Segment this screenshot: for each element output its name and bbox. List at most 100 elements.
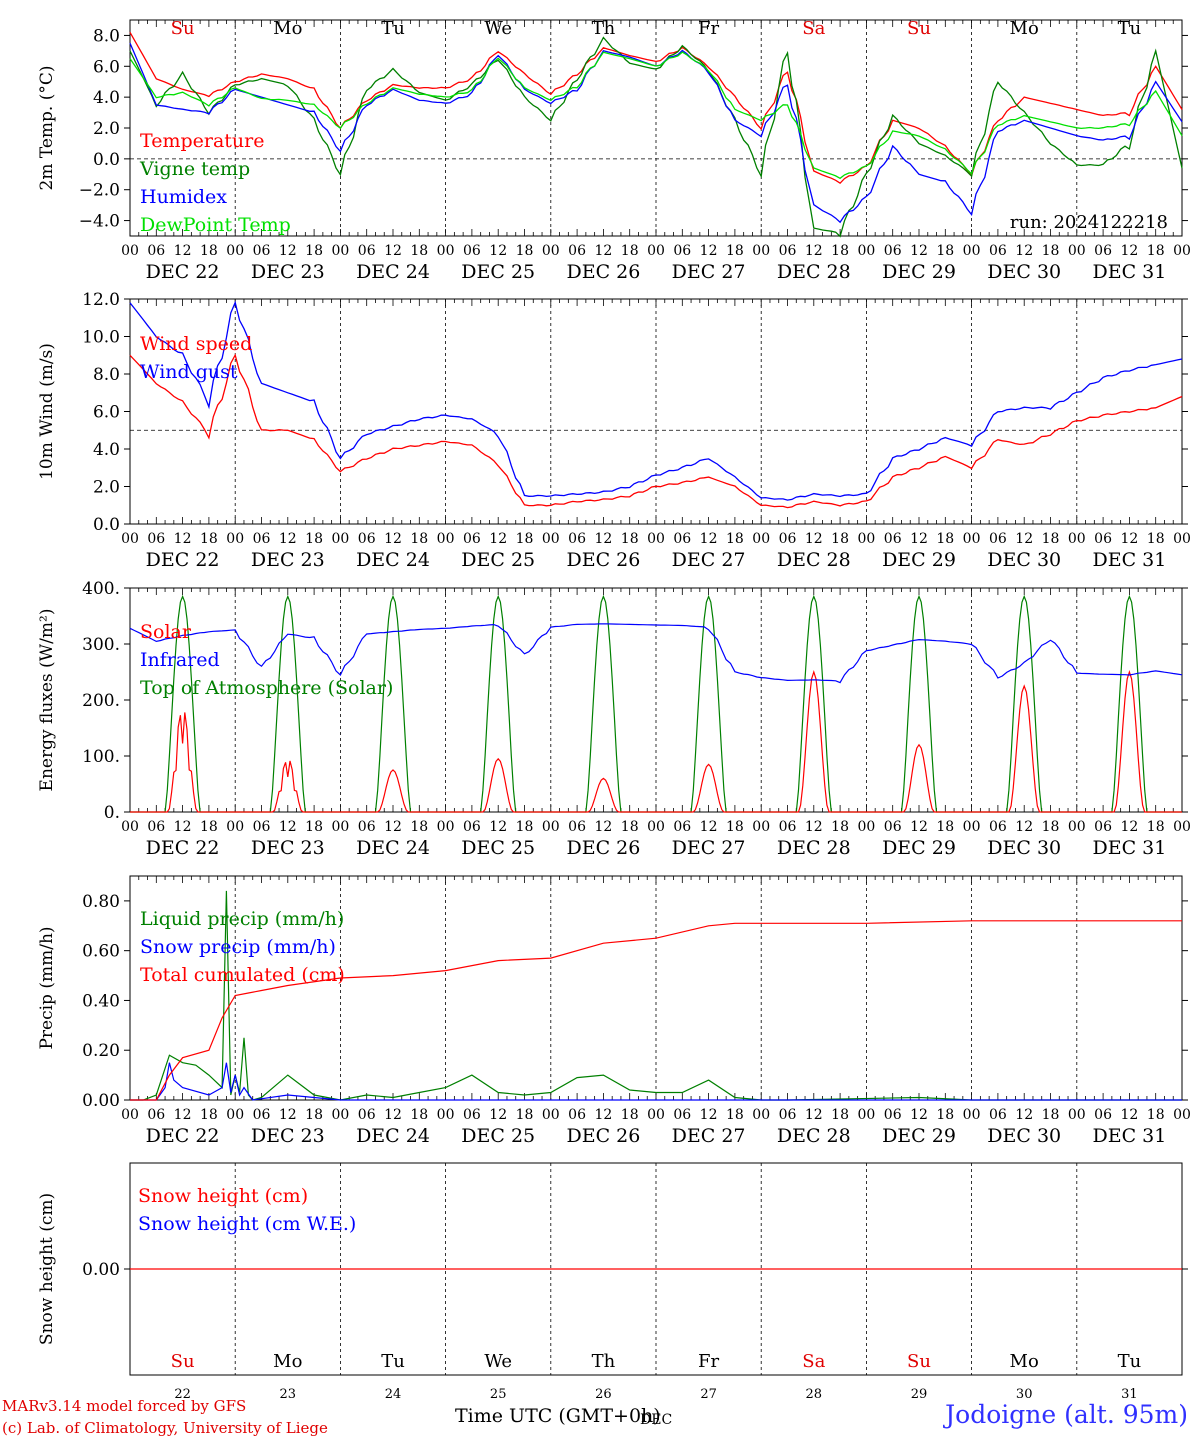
- panel1-x-hour-label: 12: [594, 243, 612, 259]
- panel1-x-hour-label: 06: [989, 243, 1007, 259]
- panel2-x-hour-label: 06: [358, 531, 376, 547]
- panel1-y-tick-label: −2.0: [79, 181, 120, 201]
- bottom-day-name: We: [484, 1351, 512, 1372]
- panel3-x-hour-label: 18: [831, 819, 849, 835]
- panel2-x-hour-label: 12: [384, 531, 402, 547]
- panel1-x-hour-label: 12: [489, 243, 507, 259]
- panel4-legend-label: Total cumulated (cm): [140, 964, 345, 986]
- panel3-y-tick-label: 400.: [82, 579, 120, 599]
- panel3-x-hour-label: 00: [437, 819, 455, 835]
- panel4-x-hour-label: 12: [279, 1107, 297, 1123]
- infrared-line: [129, 623, 1183, 684]
- panel3-x-hour-label: 00: [647, 819, 665, 835]
- panel2-x-hour-label: 18: [516, 531, 534, 547]
- bottom-day-number: 29: [911, 1387, 928, 1402]
- panel3-x-hour-label: 00: [1068, 819, 1086, 835]
- top-day-name: Fr: [698, 18, 719, 39]
- panel3-date-label: DEC 31: [1092, 837, 1166, 859]
- panel4-x-hour-label: 06: [568, 1107, 586, 1123]
- panel4-x-hour-label: 18: [305, 1107, 323, 1123]
- bottom-day-name: Sa: [802, 1351, 825, 1372]
- panel1-x-hour-label: 18: [305, 243, 323, 259]
- panel2-x-hour-label: 06: [779, 531, 797, 547]
- panel3-x-hour-label: 12: [1015, 819, 1033, 835]
- panel4-y-axis-label: Precip (mm/h): [37, 926, 57, 1049]
- panel1-legend-label: Temperature: [140, 130, 264, 152]
- panel1-x-hour-label: 18: [621, 243, 639, 259]
- top-day-name: Tu: [1118, 18, 1142, 39]
- panel4-x-hour-label: 18: [1042, 1107, 1060, 1123]
- panel4-legend-label: Snow precip (mm/h): [140, 936, 336, 958]
- bottom-day-name: Su: [171, 1351, 195, 1372]
- bottom-day-name: Su: [907, 1351, 931, 1372]
- panel1-x-hour-label: 18: [410, 243, 428, 259]
- panel4-x-hour-label: 18: [516, 1107, 534, 1123]
- panel2-x-hour-label: 00: [647, 531, 665, 547]
- panel1-x-hour-label: 06: [463, 243, 481, 259]
- bottom-day-number: 24: [385, 1387, 402, 1402]
- panel3-x-hour-label: 00: [857, 819, 875, 835]
- panel4-x-hour-label: 00: [1173, 1107, 1191, 1123]
- panel4-x-hour-label: 06: [779, 1107, 797, 1123]
- panel2-x-hour-label: 18: [1147, 531, 1165, 547]
- panel3-x-hour-label: 00: [121, 819, 139, 835]
- panel4-legend-label: Liquid precip (mm/h): [140, 908, 344, 930]
- panel2-date-label: DEC 26: [566, 549, 640, 571]
- bottom-day-name: Tu: [381, 1351, 405, 1372]
- wind-speed-line: [129, 353, 1183, 509]
- panel2-date-label: DEC 31: [1092, 549, 1166, 571]
- panel1-x-hour-label: 00: [647, 243, 665, 259]
- panel1-y-tick-label: 8.0: [93, 26, 120, 46]
- panel1-legend-label: DewPoint Temp: [140, 214, 291, 236]
- panel4-x-hour-label: 18: [200, 1107, 218, 1123]
- panel1-date-label: DEC 23: [251, 261, 325, 283]
- panel2-y-tick-label: 4.0: [93, 440, 120, 460]
- credit-model: MARv3.14 model forced by GFS: [2, 1397, 247, 1415]
- panel4-x-hour-label: 18: [621, 1107, 639, 1123]
- panel2-x-hour-label: 18: [726, 531, 744, 547]
- top-day-name: Mo: [273, 18, 302, 39]
- panel1-x-hour-label: 12: [1015, 243, 1033, 259]
- panel2-y-tick-label: 8.0: [93, 365, 120, 385]
- panel4-x-hour-label: 00: [331, 1107, 349, 1123]
- panel3-x-hour-label: 12: [910, 819, 928, 835]
- panel1-x-hour-label: 12: [910, 243, 928, 259]
- panel4-x-hour-label: 18: [1147, 1107, 1165, 1123]
- temperature-line: [129, 31, 1183, 185]
- panel4-x-hour-label: 00: [647, 1107, 665, 1123]
- panel3-x-hour-label: 18: [410, 819, 428, 835]
- panel3-x-hour-label: 18: [726, 819, 744, 835]
- panel4-x-hour-label: 00: [963, 1107, 981, 1123]
- panel2-x-hour-label: 00: [857, 531, 875, 547]
- panel3-x-hour-label: 06: [673, 819, 691, 835]
- panel3-x-hour-label: 06: [147, 819, 165, 835]
- panel1-x-hour-label: 00: [1173, 243, 1191, 259]
- panel2-date-label: DEC 23: [251, 549, 325, 571]
- panel3-x-hour-label: 18: [200, 819, 218, 835]
- bottom-day-number: 30: [1016, 1387, 1033, 1402]
- panel4-date-label: DEC 28: [777, 1125, 851, 1147]
- panel4-x-hour-label: 06: [989, 1107, 1007, 1123]
- panel3-x-hour-label: 12: [174, 819, 192, 835]
- panel3-date-label: DEC 23: [251, 837, 325, 859]
- panel3-frame: [129, 587, 1183, 813]
- dewpoint-temp-line: [129, 51, 1183, 180]
- panel4-x-hour-label: 06: [673, 1107, 691, 1123]
- panel1-x-hour-label: 06: [147, 243, 165, 259]
- panel4-x-hour-label: 18: [831, 1107, 849, 1123]
- panel4-x-hour-label: 12: [805, 1107, 823, 1123]
- panel1-x-hour-label: 18: [200, 243, 218, 259]
- panel2-x-hour-label: 18: [936, 531, 954, 547]
- panel3-x-hour-label: 18: [621, 819, 639, 835]
- panel2-date-label: DEC 30: [987, 549, 1061, 571]
- panel1-x-hour-label: 12: [700, 243, 718, 259]
- panel1-date-label: DEC 22: [146, 261, 220, 283]
- panel2-legend-label: Wind speed: [140, 333, 252, 355]
- bottom-day-number: 27: [700, 1387, 717, 1402]
- panel1-x-hour-label: 00: [857, 243, 875, 259]
- bottom-day-name: Fr: [698, 1351, 719, 1372]
- panel2-x-hour-label: 12: [1120, 531, 1138, 547]
- bottom-day-number: 26: [595, 1387, 612, 1402]
- panel1-x-hour-label: 12: [1120, 243, 1138, 259]
